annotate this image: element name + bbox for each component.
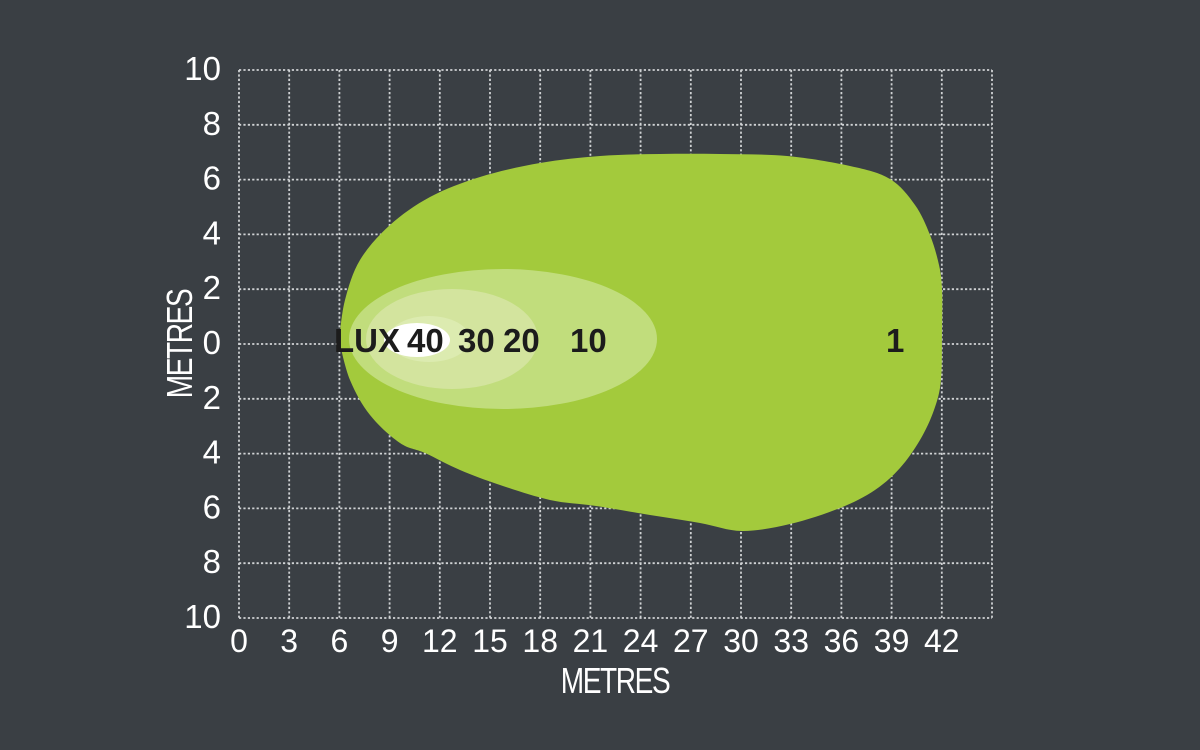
svg-text:21: 21 (573, 623, 609, 659)
svg-text:6: 6 (203, 488, 221, 525)
svg-text:2: 2 (203, 379, 221, 416)
svg-text:0: 0 (230, 623, 248, 659)
svg-text:8: 8 (203, 105, 221, 142)
svg-text:30: 30 (458, 322, 495, 359)
svg-text:30: 30 (723, 623, 759, 659)
svg-text:METRES: METRES (160, 289, 200, 398)
svg-text:4: 4 (203, 434, 221, 471)
svg-text:40: 40 (407, 322, 444, 359)
svg-text:12: 12 (422, 623, 458, 659)
svg-text:10: 10 (184, 598, 221, 635)
svg-text:6: 6 (331, 623, 349, 659)
svg-text:20: 20 (503, 322, 540, 359)
svg-text:4: 4 (203, 214, 221, 251)
svg-text:10: 10 (570, 322, 607, 359)
svg-text:2: 2 (203, 269, 221, 306)
svg-text:36: 36 (824, 623, 860, 659)
svg-text:LUX: LUX (334, 322, 400, 359)
svg-text:3: 3 (280, 623, 298, 659)
svg-text:18: 18 (522, 623, 558, 659)
svg-text:1: 1 (886, 322, 904, 359)
svg-text:39: 39 (874, 623, 910, 659)
svg-text:8: 8 (203, 543, 221, 580)
svg-text:0: 0 (203, 324, 221, 361)
svg-text:9: 9 (381, 623, 399, 659)
svg-text:42: 42 (924, 623, 960, 659)
svg-text:METRES: METRES (561, 661, 670, 701)
svg-text:15: 15 (472, 623, 508, 659)
svg-text:33: 33 (773, 623, 809, 659)
svg-text:10: 10 (184, 50, 221, 87)
svg-text:24: 24 (623, 623, 659, 659)
svg-text:6: 6 (203, 160, 221, 197)
svg-text:27: 27 (673, 623, 709, 659)
